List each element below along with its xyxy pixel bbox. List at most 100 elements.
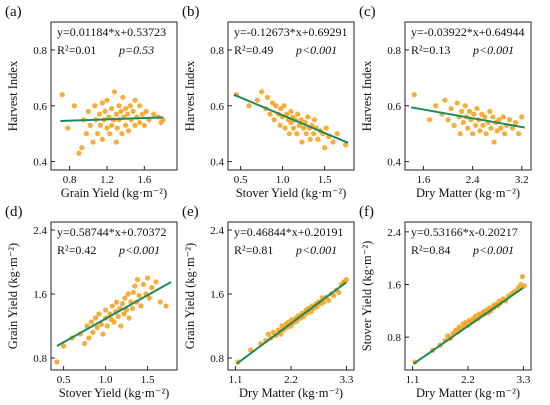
data-point [65, 125, 71, 131]
data-point [462, 103, 468, 109]
x-tick-label: 1.6 [137, 174, 151, 186]
y-tick-label: 0.6 [210, 101, 224, 113]
x-axis-label: Grain Yield (kg·m⁻²) [61, 186, 167, 200]
data-point [113, 139, 119, 145]
regression-equation: y=0.58744*x+0.70372 [57, 225, 167, 239]
y-axis-label: Stover Yield (kg·m⁻²) [360, 241, 374, 352]
data-point [114, 125, 120, 131]
x-tick-label: 0.8 [63, 174, 77, 186]
data-point [132, 97, 138, 103]
data-point [140, 281, 146, 287]
regression-line [235, 281, 348, 365]
data-point [442, 97, 448, 103]
data-point [326, 297, 332, 303]
panel-d: (d) 0.5 1.0 1.5 0.8 1.6 2.4 Stover Yield (kg·m⁻… [5, 204, 178, 400]
data-point [125, 291, 131, 297]
data-point [90, 329, 96, 335]
p-value-label: p<0.001 [472, 243, 514, 257]
data-point [76, 150, 82, 156]
data-point [82, 341, 88, 347]
regression-equation: y=0.01184*x+0.53723 [57, 25, 166, 39]
data-point [460, 119, 466, 126]
data-point [123, 122, 129, 128]
data-point [267, 111, 273, 117]
data-point [299, 139, 305, 145]
data-point [336, 289, 342, 295]
data-point [79, 145, 85, 151]
y-tick-label: 0.8 [387, 332, 401, 344]
r-squared-label: R²=0.84 [411, 243, 450, 257]
data-point [118, 108, 124, 114]
y-tick-label: 0.8 [210, 45, 224, 57]
data-point [123, 105, 129, 112]
x-tick-label: 1.5 [318, 174, 332, 186]
data-point [426, 117, 433, 123]
panel-f: (f) 1.1 2.2 3.3 0.8 1.6 2.4 Dry Matter (kg·m⁻²)… [359, 204, 532, 400]
regression-equation: y=-0.12673*x+0.69291 [234, 25, 348, 39]
data-point [483, 131, 489, 137]
data-point [132, 122, 138, 128]
data-point [151, 111, 157, 117]
data-point [264, 94, 271, 100]
data-point [116, 103, 122, 109]
data-point [471, 111, 477, 117]
data-point [519, 114, 525, 120]
data-point [120, 94, 126, 100]
data-point [303, 131, 309, 137]
data-point [109, 105, 115, 112]
data-point [513, 119, 519, 126]
data-point [307, 136, 313, 142]
data-point [451, 122, 457, 128]
axes-frame [50, 21, 178, 171]
p-value-label: p<0.001 [295, 43, 337, 57]
data-point [111, 319, 117, 325]
data-point [71, 103, 77, 109]
p-value-label: p<0.001 [295, 243, 337, 257]
x-tick-label: 3.2 [515, 174, 529, 186]
x-tick-label: 1.6 [417, 174, 431, 186]
data-point [282, 125, 288, 131]
data-point [343, 277, 350, 283]
data-point [470, 131, 476, 137]
data-point [465, 125, 471, 131]
data-point [500, 114, 506, 120]
data-point [516, 131, 522, 137]
data-point [119, 301, 125, 307]
data-point [90, 139, 96, 145]
y-tick-label: 0.8 [33, 353, 47, 365]
axes-frame [404, 21, 532, 171]
data-point [277, 122, 283, 128]
data-point [107, 131, 113, 137]
data-point [113, 299, 120, 305]
regression-equation: y=0.53166*x-0.20217 [411, 225, 518, 239]
y-tick-label: 1.6 [210, 289, 224, 301]
data-point [139, 111, 146, 117]
panel-label: (f) [359, 204, 374, 220]
data-point [491, 139, 497, 145]
r-squared-label: R²=0.13 [411, 43, 450, 57]
scatter-series [54, 275, 169, 365]
data-point [98, 321, 104, 327]
x-tick-label: 1.0 [276, 174, 290, 186]
data-point [59, 92, 65, 98]
data-point [92, 315, 99, 321]
data-point [136, 293, 142, 299]
data-point [487, 108, 493, 114]
panel-label: (c) [359, 4, 376, 20]
data-point [496, 117, 502, 123]
data-point [134, 277, 141, 283]
data-point [102, 108, 108, 114]
data-point [246, 103, 252, 109]
data-point [94, 325, 100, 331]
data-point [145, 275, 151, 281]
data-point [330, 139, 336, 145]
data-point [85, 108, 91, 114]
y-tick-label: 1.6 [387, 279, 401, 291]
data-point [331, 293, 337, 299]
x-axis-label: Stover Yield (kg·m⁻²) [236, 186, 347, 200]
data-point [315, 136, 321, 142]
data-point [99, 136, 105, 142]
data-point [160, 117, 166, 123]
data-point [88, 319, 94, 325]
